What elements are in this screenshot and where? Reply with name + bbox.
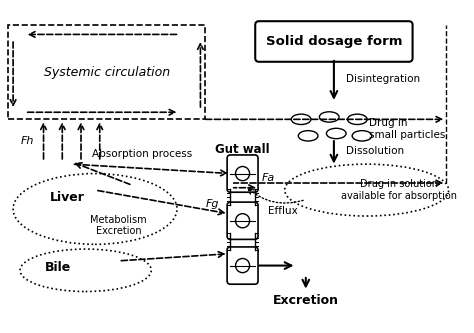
Text: Dissolution: Dissolution [346, 147, 404, 157]
Text: Efflux: Efflux [268, 206, 298, 216]
Ellipse shape [327, 128, 346, 139]
FancyBboxPatch shape [255, 21, 412, 62]
Text: Solid dosage form: Solid dosage form [265, 35, 402, 48]
Ellipse shape [319, 112, 339, 122]
Ellipse shape [285, 164, 448, 216]
Text: Liver: Liver [49, 191, 84, 204]
Text: Excretion: Excretion [273, 294, 339, 307]
Ellipse shape [298, 131, 318, 141]
Ellipse shape [352, 131, 372, 141]
Text: Absorption process: Absorption process [92, 150, 192, 160]
Text: Drug in
small particles: Drug in small particles [369, 118, 446, 140]
Ellipse shape [347, 114, 367, 125]
Ellipse shape [13, 173, 177, 244]
Ellipse shape [292, 114, 311, 125]
Text: Fg: Fg [205, 199, 219, 209]
FancyBboxPatch shape [227, 247, 258, 284]
Text: Systemic circulation: Systemic circulation [44, 66, 170, 79]
Text: Gut wall: Gut wall [215, 144, 270, 157]
Text: Metabolism
Excretion: Metabolism Excretion [90, 215, 147, 236]
Text: Fa: Fa [261, 173, 274, 183]
Text: Bile: Bile [45, 261, 71, 274]
Text: Fh: Fh [20, 136, 34, 146]
FancyBboxPatch shape [227, 202, 258, 239]
FancyBboxPatch shape [227, 155, 258, 192]
Text: Disintegration: Disintegration [346, 74, 420, 84]
Ellipse shape [20, 249, 151, 291]
Text: Drug in solution
available for absorption: Drug in solution available for absorptio… [341, 179, 457, 201]
FancyBboxPatch shape [9, 25, 205, 119]
